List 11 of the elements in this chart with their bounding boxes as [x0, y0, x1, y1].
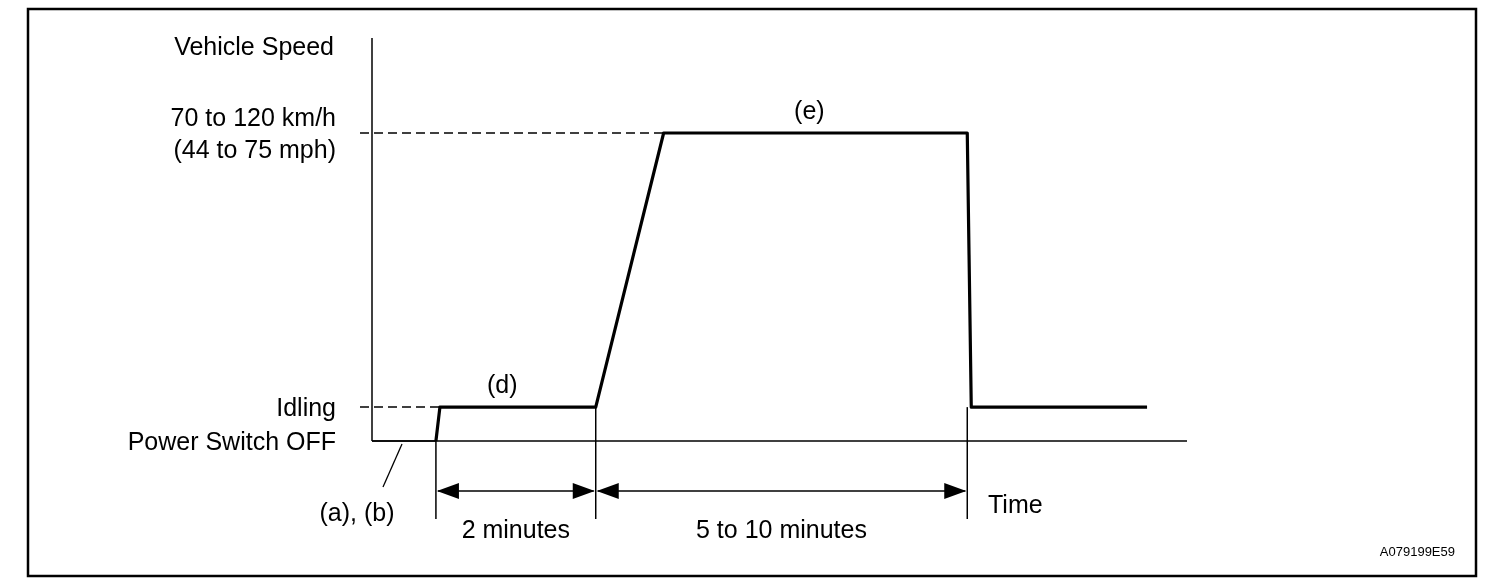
text: A079199E59 — [1379, 543, 1455, 559]
text: (e) — [794, 96, 825, 124]
ref-line-label: Power Switch OFF — [127, 427, 336, 455]
text: 5 to 10 minutes — [696, 515, 867, 543]
y-axis-title: Vehicle Speed — [174, 32, 334, 60]
annotation: (d) — [486, 370, 518, 399]
ref-line-label: 70 to 120 km/h (44 to 75 mph) — [170, 102, 336, 164]
text: (a), (b) — [319, 498, 395, 526]
ref-line-label: Idling — [276, 393, 336, 422]
x-axis-title: Time — [988, 490, 1043, 518]
text: 2 minutes — [461, 515, 571, 543]
